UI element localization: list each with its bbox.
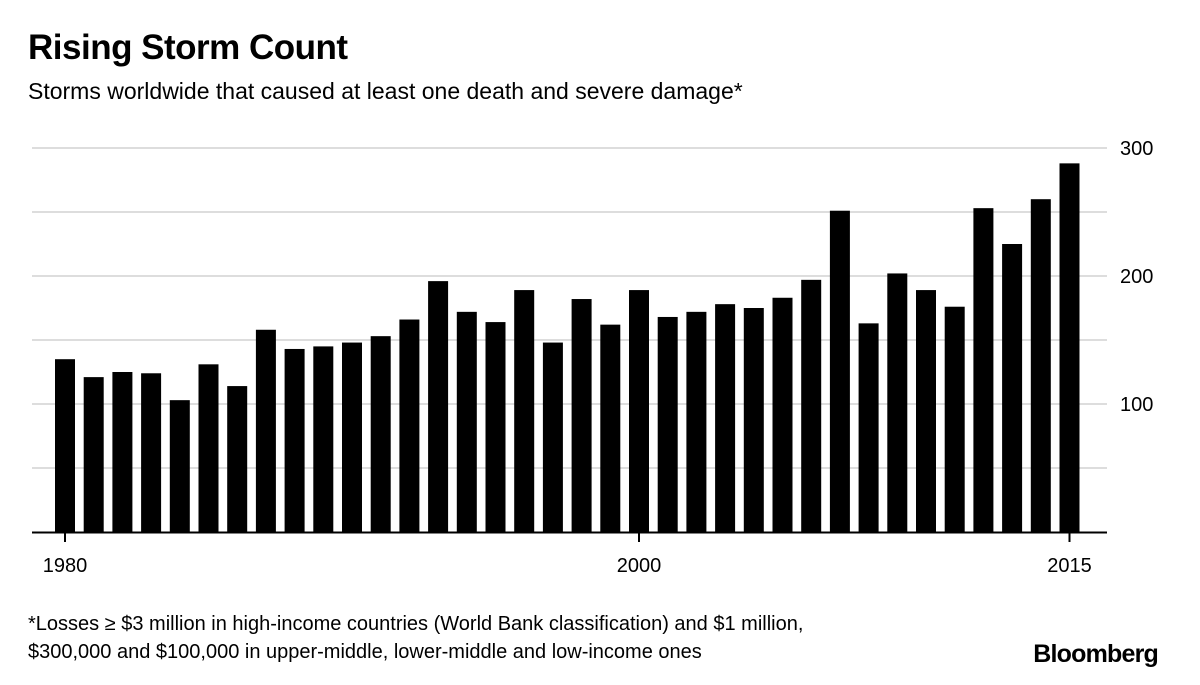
bar-2010 [916, 290, 936, 532]
bar-1980 [55, 359, 75, 532]
bar-1996 [514, 290, 535, 532]
bar-1992 [399, 319, 420, 532]
bar-2006 [801, 279, 822, 532]
footnote-line-1: *Losses ≥ $3 million in high-income coun… [28, 613, 804, 635]
bar-2011 [944, 306, 965, 532]
bar-1981 [83, 377, 104, 532]
bar-2013 [1002, 244, 1023, 532]
y-tick-label: 100 [1120, 394, 1153, 416]
chart-title: Rising Storm Count [28, 28, 348, 67]
bar-1993 [428, 281, 449, 532]
bar-1995 [485, 322, 506, 532]
footnote-line-2: $300,000 and $100,000 in upper-middle, l… [28, 641, 702, 663]
bar-1994 [456, 311, 477, 532]
bar-1999 [600, 324, 621, 532]
bar-2004 [743, 308, 764, 532]
bar-2012 [973, 208, 994, 532]
y-tick-label: 300 [1120, 138, 1153, 160]
x-tick-labels: 1980 2000 2015 [43, 555, 1092, 577]
bar-1982 [112, 372, 133, 532]
x-tick-label: 2000 [617, 555, 662, 577]
bar-1987 [255, 329, 276, 532]
bar-2000 [629, 290, 649, 532]
bar-2003 [715, 304, 736, 532]
bar-2014 [1030, 199, 1051, 532]
x-tick-label: 2015 [1047, 555, 1092, 577]
bar-1990 [342, 342, 362, 532]
bar-1998 [571, 299, 592, 532]
bar-1986 [227, 386, 248, 532]
bar-2009 [887, 273, 908, 532]
bar-1984 [169, 400, 190, 532]
chart-subtitle: Storms worldwide that caused at least on… [28, 78, 743, 104]
bar-1985 [198, 364, 219, 532]
y-tick-labels: 100 200 300 [1120, 138, 1153, 416]
bar-2001 [657, 316, 678, 532]
footnote: *Losses ≥ $3 million in high-income coun… [28, 610, 1028, 666]
bar-2002 [686, 311, 707, 532]
bars [55, 163, 1080, 533]
bar-2007 [829, 210, 850, 532]
bar-1991 [370, 336, 391, 532]
y-tick-label: 200 [1120, 266, 1153, 288]
bar-1988 [284, 348, 305, 532]
bar-2008 [858, 323, 879, 532]
x-tick-label: 1980 [43, 555, 88, 577]
bar-1983 [141, 373, 162, 532]
bar-1997 [542, 342, 563, 532]
bar-2015 [1059, 163, 1080, 533]
bloomberg-logo: Bloomberg [1033, 640, 1159, 668]
x-axis [32, 531, 1107, 542]
bar-1989 [313, 346, 334, 532]
bar-2005 [772, 297, 793, 532]
